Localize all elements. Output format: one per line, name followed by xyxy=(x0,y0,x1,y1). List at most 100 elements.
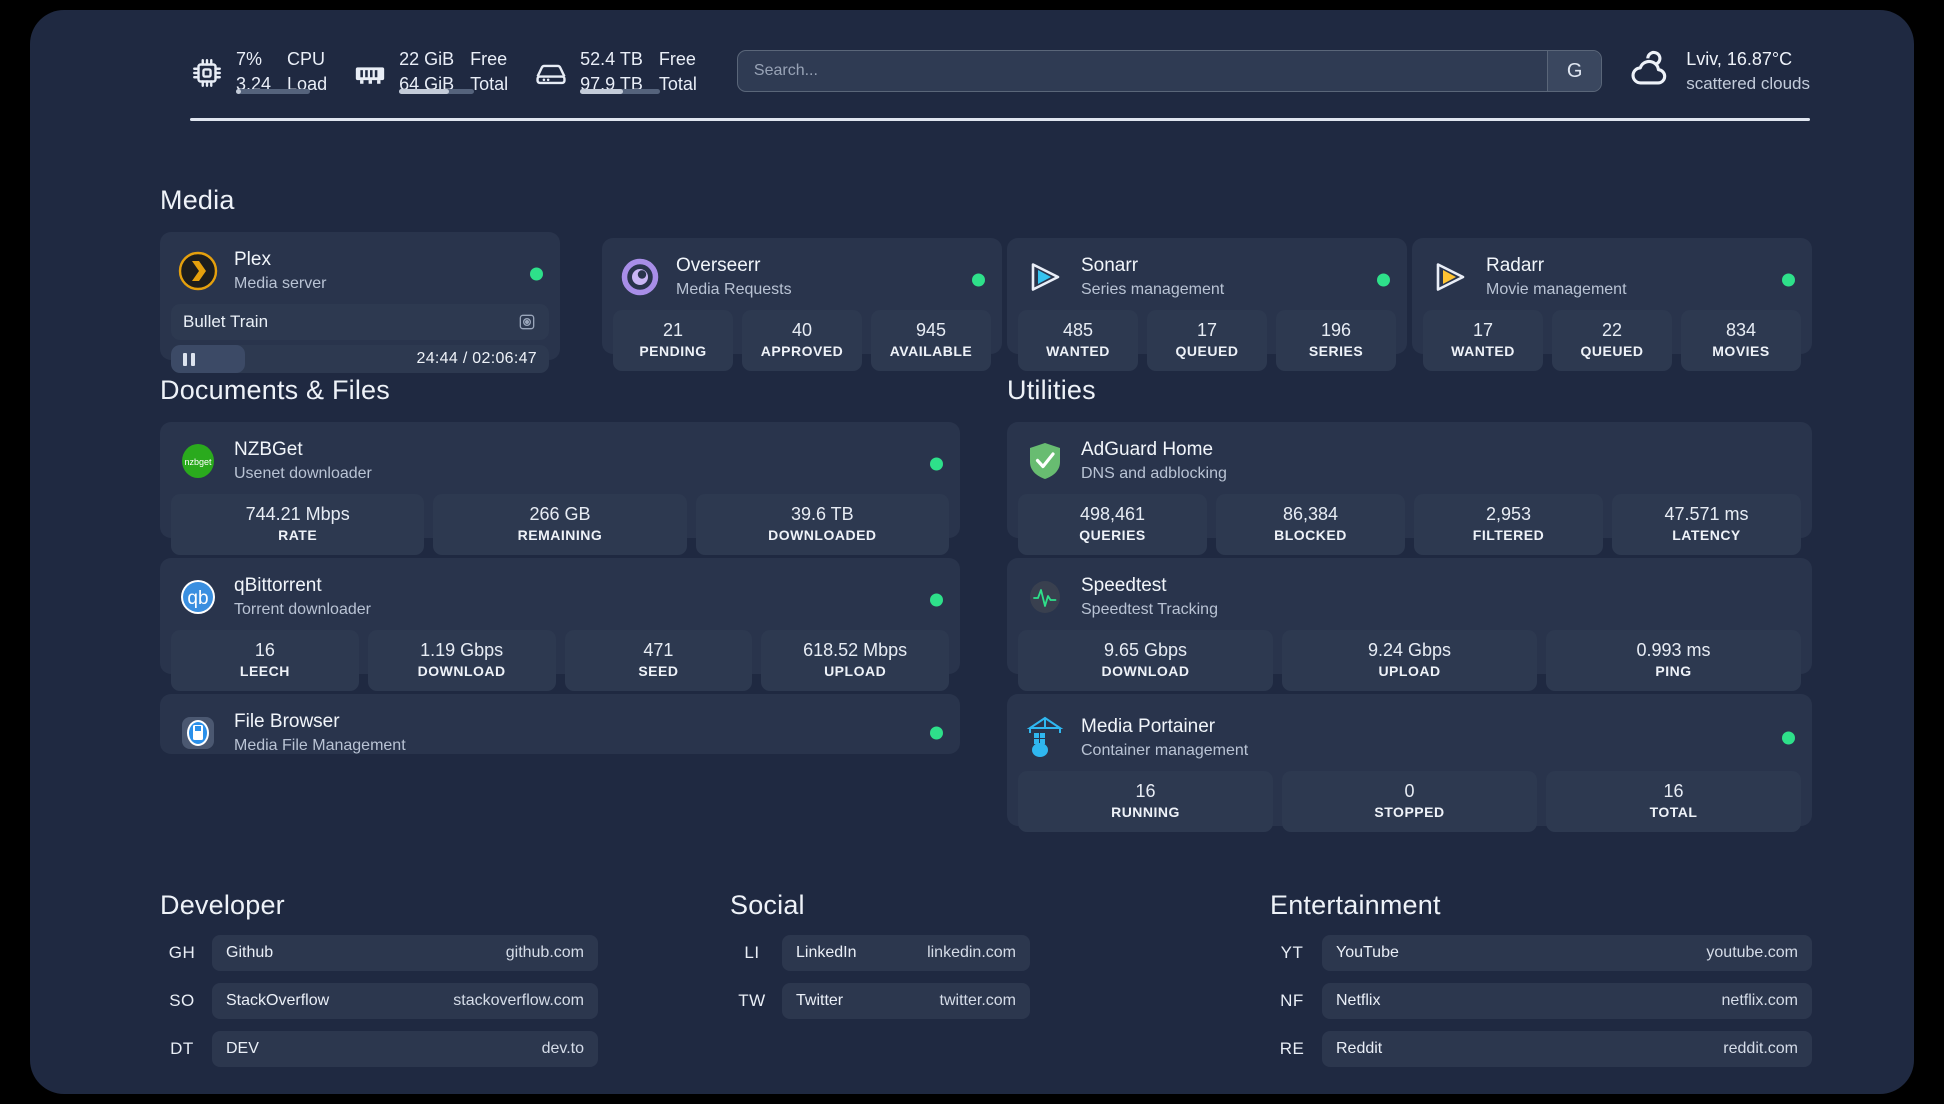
bookmark-link[interactable]: Twitter twitter.com xyxy=(782,983,1030,1019)
stat-item[interactable]: 22 QUEUED xyxy=(1552,310,1672,371)
search-engine-button[interactable]: G xyxy=(1547,51,1602,91)
service-card-sonarr[interactable]: Sonarr Series management 485 WANTED 17 Q… xyxy=(1007,238,1407,371)
stat-item[interactable]: 47.571 ms LATENCY xyxy=(1612,494,1801,555)
stat-value: 0 xyxy=(1404,781,1415,801)
stat-item[interactable]: 16 LEECH xyxy=(171,630,359,691)
disk-icon xyxy=(534,56,568,90)
stat-item[interactable]: 40 APPROVED xyxy=(742,310,862,371)
bookmark-item-netflix[interactable]: NF Netflix netflix.com xyxy=(1270,983,1812,1019)
search-input[interactable] xyxy=(737,51,1548,91)
storage-label-bottom: Total xyxy=(658,73,697,94)
weather-location: Lviv, 16.87°C xyxy=(1686,48,1793,69)
stat-item[interactable]: 86,384 BLOCKED xyxy=(1216,494,1405,555)
search-bar[interactable]: G xyxy=(736,50,1603,92)
storage-free-value: 52.4 TB xyxy=(580,48,643,69)
stat-item[interactable]: 16 RUNNING xyxy=(1018,771,1273,832)
overseerr-icon xyxy=(619,256,661,298)
service-card-qbittorrent[interactable]: qb qBittorrent Torrent downloader 16 LEE… xyxy=(160,558,960,691)
section-title-documents: Documents & Files xyxy=(160,375,390,405)
speedtest-pulse-icon xyxy=(1024,576,1066,618)
stat-item[interactable]: 16 TOTAL xyxy=(1546,771,1801,832)
stat-item[interactable]: 17 WANTED xyxy=(1423,310,1543,371)
stat-item[interactable]: 485 WANTED xyxy=(1018,310,1138,371)
stat-item[interactable]: 834 MOVIES xyxy=(1681,310,1801,371)
service-name: Media Portainer xyxy=(1081,716,1216,737)
service-card-portainer[interactable]: Media Portainer Container management 16 … xyxy=(1007,694,1812,832)
bookmark-url: linkedin.com xyxy=(927,944,1016,961)
stat-item[interactable]: 1.19 Gbps DOWNLOAD xyxy=(367,630,556,691)
stat-item[interactable]: 471 SEED xyxy=(564,630,753,691)
status-badge xyxy=(530,267,543,280)
service-card-speedtest[interactable]: Speedtest Speedtest Tracking 9.65 Gbps D… xyxy=(1007,558,1812,691)
weather-widget[interactable]: Lviv, 16.87°C scattered clouds xyxy=(1628,48,1810,95)
service-card-plex[interactable]: Plex Media server Bullet Train 24:44 / 0… xyxy=(160,232,560,373)
bookmark-url: reddit.com xyxy=(1723,1040,1798,1057)
playback-progress-bar[interactable]: 24:44 / 02:06:47 xyxy=(171,345,549,373)
stat-label: QUEUED xyxy=(1580,343,1644,359)
bookmark-name: StackOverflow xyxy=(226,992,330,1009)
file-browser-icon xyxy=(177,712,219,754)
bookmark-item-github[interactable]: GH Github github.com xyxy=(160,935,598,971)
bookmark-link[interactable]: StackOverflow stackoverflow.com xyxy=(212,983,598,1019)
status-badge xyxy=(1782,731,1795,745)
service-name: NZBGet xyxy=(234,439,303,460)
cast-icon[interactable] xyxy=(517,312,537,332)
section-title-utilities: Utilities xyxy=(1007,375,1096,405)
stat-item[interactable]: 21 PENDING xyxy=(613,310,733,371)
cpu-icon xyxy=(190,56,224,90)
bookmark-item-reddit[interactable]: RE Reddit reddit.com xyxy=(1270,1031,1812,1067)
stat-value: 22 xyxy=(1601,320,1623,340)
stat-item[interactable]: 17 QUEUED xyxy=(1147,310,1267,371)
stat-item[interactable]: 498,461 QUERIES xyxy=(1018,494,1207,555)
stat-item[interactable]: 0 STOPPED xyxy=(1282,771,1537,832)
stat-item[interactable]: 9.65 Gbps DOWNLOAD xyxy=(1018,630,1273,691)
bookmark-link[interactable]: LinkedIn linkedin.com xyxy=(782,935,1030,971)
card-header: Overseerr Media Requests xyxy=(613,249,991,310)
status-badge xyxy=(930,726,943,740)
stat-value: 498,461 xyxy=(1079,504,1146,524)
service-name: qBittorrent xyxy=(234,575,322,596)
pause-icon[interactable] xyxy=(183,352,195,366)
bookmark-name: Github xyxy=(226,944,274,961)
stat-item[interactable]: 744.21 Mbps RATE xyxy=(171,494,425,555)
bookmark-item-linkedin[interactable]: LI LinkedIn linkedin.com xyxy=(730,935,1030,971)
bookmark-badge: SO xyxy=(169,991,195,1010)
stat-item[interactable]: 9.24 Gbps UPLOAD xyxy=(1282,630,1537,691)
service-card-overseerr[interactable]: Overseerr Media Requests 21 PENDING 40 A… xyxy=(602,238,1002,371)
bookmark-link[interactable]: DEV dev.to xyxy=(212,1031,598,1067)
stat-item[interactable]: 266 GB REMAINING xyxy=(433,494,687,555)
stat-item[interactable]: 618.52 Mbps UPLOAD xyxy=(761,630,949,691)
bookmark-item-twitter[interactable]: TW Twitter twitter.com xyxy=(730,983,1030,1019)
bookmark-link[interactable]: Github github.com xyxy=(212,935,598,971)
resource-memory: 22 GiB 64 GiB Free Total xyxy=(353,47,508,96)
bookmark-item-youtube[interactable]: YT YouTube youtube.com xyxy=(1270,935,1812,971)
memory-label-top: Free xyxy=(470,48,508,69)
stat-label: QUERIES xyxy=(1079,527,1146,543)
stat-item[interactable]: 196 SERIES xyxy=(1276,310,1396,371)
stat-item[interactable]: 945 AVAILABLE xyxy=(871,310,991,371)
bookmark-link[interactable]: Reddit reddit.com xyxy=(1322,1031,1812,1067)
stat-item[interactable]: 2,953 FILTERED xyxy=(1414,494,1603,555)
bookmark-item-dev[interactable]: DT DEV dev.to xyxy=(160,1031,598,1067)
service-card-radarr[interactable]: Radarr Movie management 17 WANTED 22 QUE… xyxy=(1412,238,1812,371)
stat-label: STOPPED xyxy=(1374,804,1445,820)
now-playing-title: Bullet Train xyxy=(183,312,269,331)
bookmark-item-stackoverflow[interactable]: SO StackOverflow stackoverflow.com xyxy=(160,983,598,1019)
bookmark-link[interactable]: Netflix netflix.com xyxy=(1322,983,1812,1019)
bookmark-link[interactable]: YouTube youtube.com xyxy=(1322,935,1812,971)
memory-label-bottom: Total xyxy=(470,73,509,94)
stat-value: 266 GB xyxy=(529,504,591,524)
service-card-filebrowser[interactable]: File Browser Media File Management xyxy=(160,694,960,754)
stat-value: 47.571 ms xyxy=(1664,504,1749,524)
stat-item[interactable]: 39.6 TB DOWNLOADED xyxy=(695,494,949,555)
stat-label: SERIES xyxy=(1308,343,1364,359)
bookmark-name: YouTube xyxy=(1336,944,1399,961)
stat-item[interactable]: 0.993 ms PING xyxy=(1546,630,1801,691)
stat-value: 39.6 TB xyxy=(790,504,854,524)
stat-label: DOWNLOAD xyxy=(417,663,506,679)
stat-value: 17 xyxy=(1196,320,1218,340)
service-card-adguard[interactable]: AdGuard Home DNS and adblocking 498,461 … xyxy=(1007,422,1812,555)
service-card-nzbget[interactable]: nzbget NZBGet Usenet downloader 744.21 M… xyxy=(160,422,960,555)
stat-label: QUEUED xyxy=(1175,343,1239,359)
card-header: Sonarr Series management xyxy=(1018,249,1396,310)
